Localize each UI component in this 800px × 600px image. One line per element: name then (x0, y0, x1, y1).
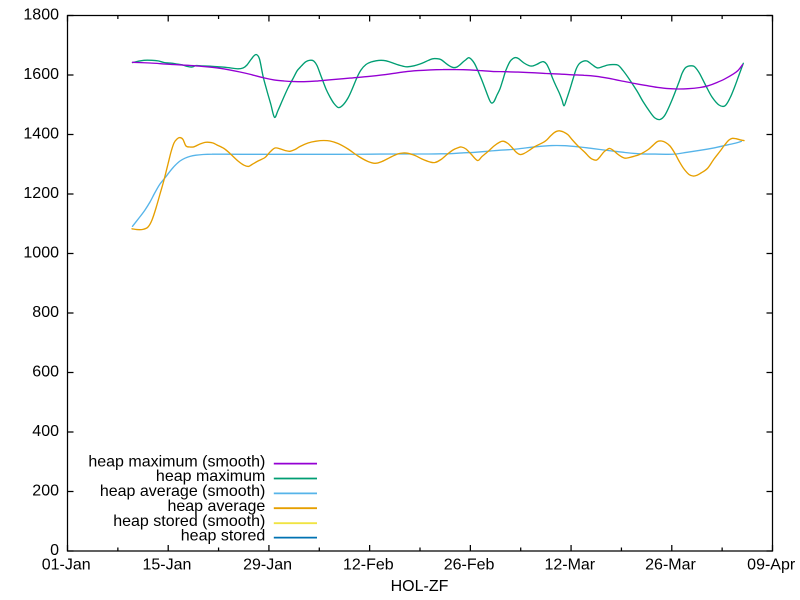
svg-text:01-Jan: 01-Jan (42, 556, 91, 573)
svg-text:heap maximum: heap maximum (156, 468, 265, 485)
svg-text:heap stored: heap stored (181, 527, 266, 544)
svg-text:1000: 1000 (23, 244, 59, 261)
svg-text:1800: 1800 (23, 6, 59, 23)
svg-text:1400: 1400 (23, 125, 59, 142)
svg-text:29-Jan: 29-Jan (243, 556, 292, 573)
svg-text:400: 400 (32, 423, 59, 440)
svg-text:800: 800 (32, 304, 59, 321)
svg-text:26-Feb: 26-Feb (444, 556, 495, 573)
svg-text:1200: 1200 (23, 185, 59, 202)
svg-text:09-Apr: 09-Apr (747, 556, 796, 573)
svg-text:0: 0 (50, 542, 59, 559)
svg-text:600: 600 (32, 363, 59, 380)
svg-text:1600: 1600 (23, 66, 59, 83)
svg-text:HOL-ZF: HOL-ZF (391, 578, 449, 595)
svg-text:12-Feb: 12-Feb (343, 556, 394, 573)
svg-text:heap stored (smooth): heap stored (smooth) (113, 513, 265, 530)
svg-text:12-Mar: 12-Mar (544, 556, 595, 573)
svg-text:heap maximum (smooth): heap maximum (smooth) (88, 453, 265, 470)
svg-text:heap average (smooth): heap average (smooth) (100, 483, 265, 500)
svg-text:15-Jan: 15-Jan (142, 556, 191, 573)
svg-text:heap average: heap average (167, 498, 265, 515)
svg-text:26-Mar: 26-Mar (645, 556, 696, 573)
svg-text:200: 200 (32, 482, 59, 499)
